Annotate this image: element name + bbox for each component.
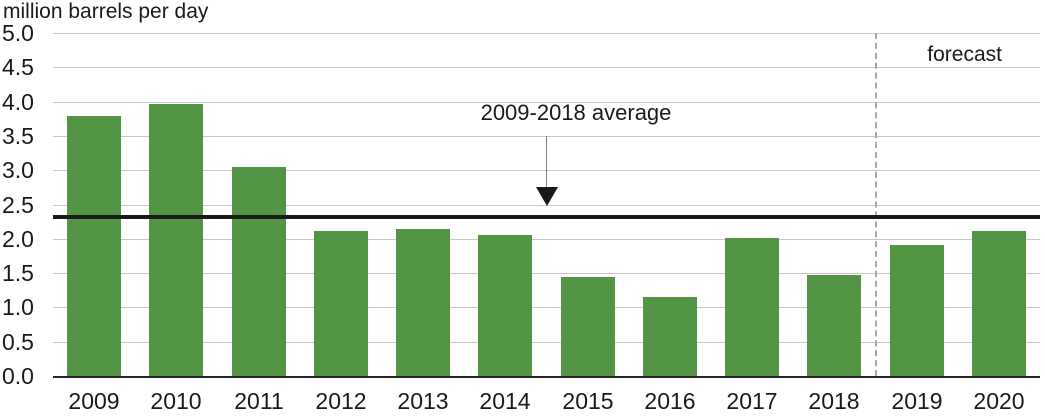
forecast-divider-line: [875, 33, 877, 376]
x-tick-label-2017: 2017: [726, 388, 778, 414]
x-tick-label-2015: 2015: [562, 388, 614, 414]
y-tick-label-2.0: 2.0: [2, 226, 34, 252]
bar-2010: [149, 104, 203, 376]
x-tick-label-2019: 2019: [891, 388, 943, 414]
y-gridline-0.0: [53, 376, 1040, 378]
x-tick-label-2011: 2011: [234, 388, 284, 414]
bar-2018: [807, 275, 861, 376]
x-tick-label-2009: 2009: [68, 388, 120, 414]
bar-2014: [478, 235, 532, 376]
y-gridline-0.5: [53, 342, 1040, 343]
y-gridline-1.0: [53, 307, 1040, 308]
y-tick-label-1.0: 1.0: [2, 294, 34, 320]
y-gridline-5.0: [53, 33, 1040, 34]
bar-2020: [972, 231, 1026, 376]
y-gridline-4.5: [53, 67, 1040, 68]
y-gridline-2.0: [53, 239, 1040, 240]
y-gridline-1.5: [53, 273, 1040, 274]
x-tick-label-2012: 2012: [315, 388, 367, 414]
average-line-label: 2009-2018 average: [480, 100, 672, 125]
forecast-label: forecast: [927, 43, 1002, 66]
x-tick-label-2016: 2016: [644, 388, 696, 414]
x-tick-label-2010: 2010: [150, 388, 202, 414]
bar-2012: [314, 231, 368, 376]
bar-2019: [890, 245, 944, 376]
x-tick-label-2018: 2018: [808, 388, 860, 414]
annotation-arrow-line: [546, 136, 547, 187]
x-tick-label-2013: 2013: [397, 388, 449, 414]
bar-2015: [561, 277, 615, 376]
y-gridline-4.0: [53, 102, 1040, 103]
average-reference-line: [53, 215, 1040, 219]
bar-2017: [725, 238, 779, 376]
y-tick-label-2.5: 2.5: [2, 192, 34, 218]
x-tick-label-2020: 2020: [973, 388, 1025, 414]
y-tick-label-4.0: 4.0: [2, 89, 34, 115]
y-tick-label-1.5: 1.5: [2, 260, 34, 286]
bar-2013: [396, 229, 450, 376]
y-tick-label-3.0: 3.0: [2, 157, 34, 183]
annotation-arrow-head-icon: [536, 187, 558, 206]
bar-2011: [232, 167, 286, 376]
y-tick-label-0.0: 0.0: [2, 363, 34, 389]
y-tick-label-3.5: 3.5: [2, 123, 34, 149]
y-tick-label-5.0: 5.0: [2, 20, 34, 46]
bar-2016: [643, 297, 697, 376]
chart-title: million barrels per day: [3, 0, 209, 23]
y-tick-label-4.5: 4.5: [2, 54, 34, 80]
y-tick-label-0.5: 0.5: [2, 329, 34, 355]
bar-2009: [67, 116, 121, 376]
x-tick-label-2014: 2014: [479, 388, 531, 414]
